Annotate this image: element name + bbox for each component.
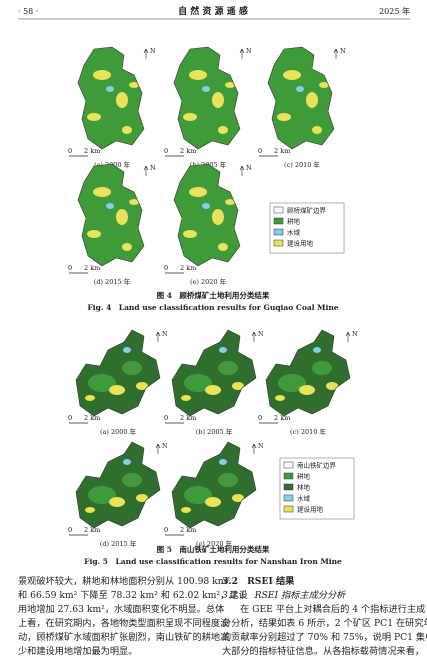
- scale-unit: 2 km: [180, 414, 196, 422]
- north-arrow: [333, 48, 339, 59]
- figure-caption: Fig. 4 Land use classification results f…: [87, 303, 338, 312]
- north-label: N: [340, 47, 346, 55]
- north-label: N: [352, 330, 358, 338]
- north-arrow: [251, 443, 257, 454]
- panel-label: (a) 2000 年: [100, 427, 137, 436]
- north-arrow: [239, 165, 245, 176]
- figure-caption: 图 5 南山铁矿土地利用分类结果: [157, 544, 270, 554]
- map: [72, 440, 164, 530]
- body-text: 景观破坏较大，耕地和林地面积分别从 100.98 km²: [18, 575, 230, 587]
- figure-caption: 图 4 顾桥煤矿土地利用分类结果: [157, 290, 270, 300]
- legend-label: 水域: [297, 494, 311, 503]
- map: [72, 328, 164, 418]
- scale-zero: 0: [258, 414, 262, 422]
- legend-label: 建设用地: [287, 239, 314, 248]
- panel-label: (c) 2010 年: [284, 160, 320, 169]
- scale-zero: 0: [68, 147, 72, 155]
- scale-unit: 2 km: [84, 147, 100, 155]
- scale-zero: 0: [164, 526, 168, 534]
- map: [72, 162, 152, 268]
- legend-swatch: [283, 505, 294, 513]
- legend-swatch: [273, 239, 284, 247]
- north-label: N: [150, 164, 156, 172]
- legend-swatch: [283, 483, 294, 491]
- north-arrow: [345, 331, 351, 342]
- map: [168, 328, 260, 418]
- north-label: N: [246, 47, 252, 55]
- panel-label: (b) 2005 年: [196, 427, 233, 436]
- scale-unit: 2 km: [180, 526, 196, 534]
- map: [168, 440, 260, 530]
- panel-label: (c) 2010 年: [290, 427, 326, 436]
- body-text: 大部分的指标特征信息。从各指标载荷情况来看，: [222, 645, 424, 657]
- body-text: 少和建设用地增加最为明显。: [18, 645, 137, 657]
- legend-label: 耕地: [297, 472, 311, 481]
- legend-swatch: [283, 461, 294, 469]
- scale-zero: 0: [68, 414, 72, 422]
- north-label: N: [258, 442, 264, 450]
- body-text: 分分析，结果如表 6 所示，2 个矿区 PC1 在研究年间: [222, 617, 427, 629]
- north-label: N: [258, 330, 264, 338]
- map: [168, 162, 248, 268]
- north-arrow: [155, 331, 161, 342]
- panel-label: (e) 2020 年: [196, 539, 233, 548]
- journal-title: 自 然 资 源 遥 感: [178, 5, 248, 17]
- map: [262, 45, 342, 151]
- body-text: 和 66.59 km² 下降至 78.32 km² 和 62.02 km²，建设: [18, 589, 248, 601]
- body-text: 用地增加 27.63 km²，水域面积变化不明显。总体: [18, 603, 224, 615]
- north-arrow: [239, 48, 245, 59]
- scale-unit: 2 km: [274, 147, 290, 155]
- legend-label: 耕地: [287, 217, 301, 226]
- north-label: N: [162, 442, 168, 450]
- legend-swatch: [273, 228, 284, 236]
- subsection-heading: 3.2.1 RSEI 指标主成分分析: [222, 590, 347, 601]
- body-text: 的贡献率分别超过了 70% 和 75%，说明 PC1 集中了: [222, 631, 427, 643]
- legend-swatch: [273, 206, 284, 214]
- scale-zero: 0: [68, 264, 72, 272]
- section-heading: 3.2 RSEI 结果: [222, 575, 295, 587]
- panel-label: (d) 2015 年: [100, 539, 137, 548]
- north-label: N: [150, 47, 156, 55]
- panel-label: (e) 2020 年: [190, 277, 227, 286]
- panel-label: (d) 2015 年: [94, 277, 131, 286]
- scale-zero: 0: [164, 414, 168, 422]
- scale-unit: 2 km: [180, 264, 196, 272]
- map: [262, 328, 354, 418]
- scale-zero: 0: [164, 264, 168, 272]
- legend-label: 顾桥煤矿边界: [287, 206, 327, 215]
- scale-unit: 2 km: [84, 264, 100, 272]
- scale-zero: 0: [68, 526, 72, 534]
- page-number: · 58 ·: [18, 7, 38, 16]
- map: [168, 45, 248, 151]
- legend-label: 林地: [297, 483, 311, 492]
- body-text: 在 GEE 平台上对耦合后的 4 个指标进行主成: [240, 603, 425, 615]
- north-label: N: [246, 164, 252, 172]
- legend-label: 建设用地: [297, 505, 324, 514]
- scale-unit: 2 km: [274, 414, 290, 422]
- scale-unit: 2 km: [180, 147, 196, 155]
- scale-unit: 2 km: [84, 414, 100, 422]
- year: 2025 年: [379, 6, 410, 16]
- body-text: 动，顾桥煤矿水域面积扩张剧烈，南山铁矿的耕地减: [18, 631, 229, 643]
- figure-caption: Fig. 5 Land use classification results f…: [84, 557, 342, 566]
- scale-zero: 0: [164, 147, 168, 155]
- scale-zero: 0: [258, 147, 262, 155]
- north-arrow: [143, 48, 149, 59]
- north-arrow: [251, 331, 257, 342]
- legend-label: 水域: [287, 228, 301, 237]
- scale-unit: 2 km: [84, 526, 100, 534]
- body-text: 上看，在研究期内，各地物类型面积呈现不同程度波: [18, 617, 229, 629]
- north-arrow: [143, 165, 149, 176]
- legend-swatch: [283, 472, 294, 480]
- legend-swatch: [283, 494, 294, 502]
- legend-swatch: [273, 217, 284, 225]
- legend-label: 南山铁矿边界: [297, 461, 337, 470]
- north-label: N: [162, 330, 168, 338]
- north-arrow: [155, 443, 161, 454]
- map: [72, 45, 152, 151]
